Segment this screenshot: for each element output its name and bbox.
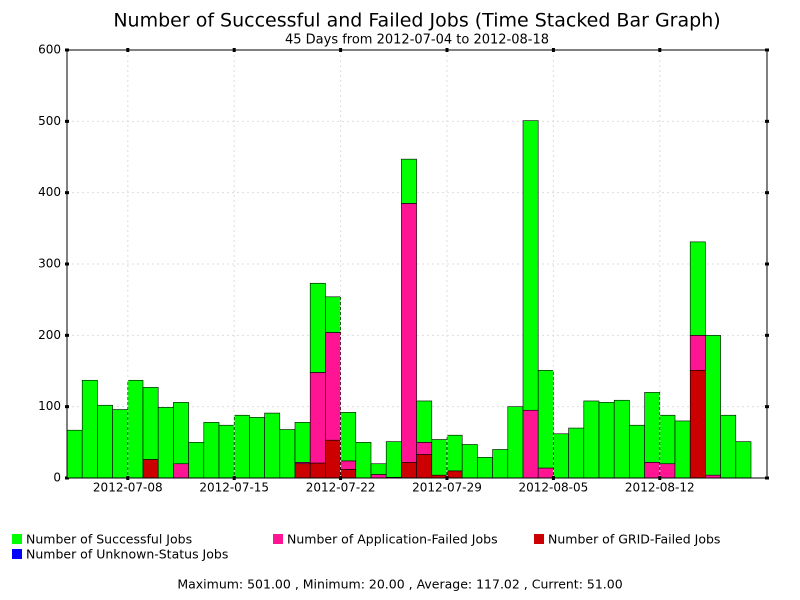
y-tick-label: 400 <box>38 185 61 199</box>
bar-segment <box>325 439 341 479</box>
bar-segment <box>385 441 402 478</box>
bar-segment <box>598 402 615 479</box>
bar-segment <box>446 470 463 479</box>
y-tick-label: 300 <box>38 257 61 271</box>
bar-segment <box>340 460 357 470</box>
bar-segment <box>446 434 463 472</box>
bar-segment <box>249 417 265 479</box>
bar-segment <box>720 414 737 479</box>
bar-segment <box>705 335 721 476</box>
bar-segment <box>294 422 311 463</box>
bar-segment <box>142 387 159 460</box>
bar-segment <box>309 282 326 373</box>
bar-segment <box>309 372 326 464</box>
bar-segment <box>553 433 569 479</box>
bar-segment <box>173 402 189 465</box>
legend-swatch <box>534 534 544 544</box>
legend-label: Number of Unknown-Status Jobs <box>26 547 228 562</box>
bar-segment <box>340 412 357 462</box>
bar-segment <box>173 463 189 479</box>
bar-segment <box>416 442 433 455</box>
bar-segment <box>218 424 235 479</box>
x-tick-label: 2012-07-08 <box>93 481 163 495</box>
legend-label: Number of Application-Failed Jobs <box>287 532 498 547</box>
x-tick-label: 2012-07-15 <box>199 481 269 495</box>
bar-segment <box>340 469 357 479</box>
bar-segment <box>689 335 706 371</box>
bar-segment <box>401 462 417 479</box>
bar-segment <box>431 439 448 476</box>
bar-segment <box>401 203 417 463</box>
bar-segment <box>112 409 129 479</box>
bar-segment <box>689 369 706 479</box>
bar-segment <box>537 467 554 479</box>
x-tick-label: 2012-07-22 <box>306 481 376 495</box>
x-tick-label: 2012-07-29 <box>412 481 482 495</box>
bar-segment <box>659 463 676 479</box>
bar-segment <box>127 379 144 479</box>
bar-segment <box>537 369 554 469</box>
chart-title: Number of Successful and Failed Jobs (Ti… <box>113 10 720 32</box>
bar-segment <box>203 422 220 479</box>
bar-segment <box>659 414 676 465</box>
bar-segment <box>507 406 524 479</box>
bar-segment <box>370 474 387 479</box>
y-tick-label: 100 <box>38 399 61 413</box>
x-tick-label: 2012-08-05 <box>519 481 589 495</box>
plot-frame <box>66 49 768 479</box>
bar-segment <box>81 379 98 479</box>
bar-segment <box>583 400 600 479</box>
bar-segment <box>416 400 433 443</box>
bar-segment <box>401 158 417 204</box>
legend-label: Number of GRID-Failed Jobs <box>548 532 720 547</box>
y-tick-label: 500 <box>38 114 61 128</box>
bar-segment <box>97 404 113 479</box>
bar-segment <box>735 441 752 479</box>
bar-segment <box>325 296 341 333</box>
bar-segment <box>522 120 539 411</box>
bar-segment <box>568 427 585 479</box>
bar-segment <box>644 392 661 463</box>
bar-segment <box>233 414 250 479</box>
legend-label: Number of Successful Jobs <box>26 532 192 547</box>
bar-segment <box>355 442 372 479</box>
bar-segment <box>644 462 661 479</box>
bar-segment <box>66 429 83 479</box>
bar-segment <box>492 449 509 479</box>
legend-swatch <box>273 534 283 544</box>
bar-segment <box>142 459 159 479</box>
bar-segment <box>370 463 387 475</box>
bar-segment <box>188 442 205 479</box>
legend-swatch <box>12 549 22 559</box>
bar-segment <box>294 463 311 479</box>
bar-segment <box>416 454 433 479</box>
bar-segment <box>613 399 630 479</box>
bar-segment <box>325 332 341 441</box>
bar-segment <box>279 429 296 479</box>
x-tick-label: 2012-08-12 <box>625 481 695 495</box>
bar-segment <box>477 457 493 479</box>
legend-swatch <box>12 534 22 544</box>
bar-segment <box>522 409 539 479</box>
bar-segment <box>689 241 706 336</box>
bar-segment <box>264 412 281 479</box>
bar-segment <box>629 424 645 479</box>
y-tick-label: 200 <box>38 328 61 342</box>
bar-segment <box>157 407 174 479</box>
bar-segment <box>309 462 326 479</box>
bar-segment <box>461 444 478 479</box>
y-tick-label: 0 <box>53 471 61 485</box>
summary-footer: Maximum: 501.00 , Minimum: 20.00 , Avera… <box>177 577 622 592</box>
y-tick-label: 600 <box>38 43 61 57</box>
bar-segment <box>674 420 691 479</box>
chart-subtitle: 45 Days from 2012-07-04 to 2012-08-18 <box>285 33 549 48</box>
